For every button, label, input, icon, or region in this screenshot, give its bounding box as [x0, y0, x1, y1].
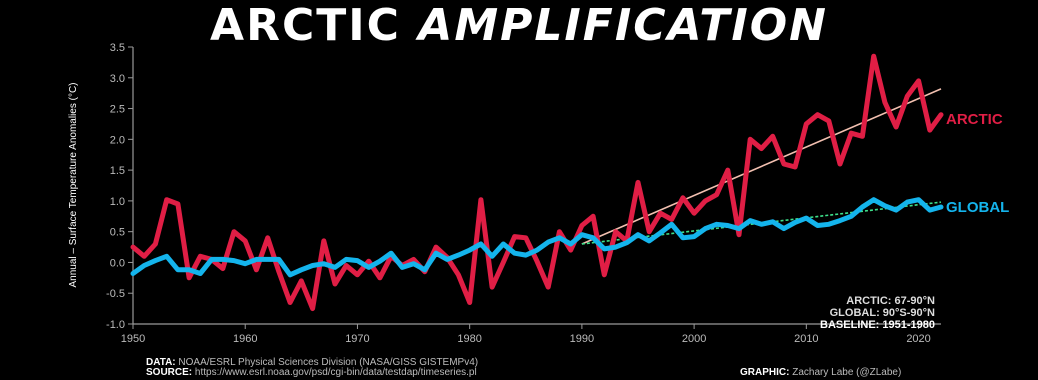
chart-title: ARCTIC AMPLIFICATION	[0, 2, 1038, 50]
series-lines	[130, 53, 944, 312]
y-tick-label: 0.5	[110, 227, 125, 239]
x-tick-label: 1960	[233, 333, 257, 345]
note-baseline: BASELINE: 1951-1980	[820, 319, 935, 331]
x-tick-label: 1970	[345, 333, 369, 345]
x-tick-label: 1950	[121, 333, 145, 345]
footer-graphic-text: Zachary Labe (@ZLabe)	[792, 367, 902, 378]
title-part-arctic: ARCTIC	[210, 0, 401, 51]
x-tick-label: 2000	[682, 333, 706, 345]
footer-source: SOURCE: https://www.esrl.noaa.gov/psd/cg…	[146, 367, 477, 378]
x-tick-label: 1990	[570, 333, 594, 345]
x-tick-label: 1980	[457, 333, 481, 345]
series-label-global: GLOBAL	[946, 199, 1009, 216]
y-tick-label: 2.0	[110, 134, 125, 146]
note-global: GLOBAL: 90°S-90°N	[830, 307, 935, 319]
x-tick-label: 2010	[794, 333, 818, 345]
y-tick-label: 1.0	[110, 196, 125, 208]
y-tick-label: 1.5	[110, 165, 125, 177]
note-arctic: ARCTIC: 67-90°N	[846, 295, 935, 307]
footer-graphic-label: GRAPHIC:	[740, 367, 790, 378]
footer-data: DATA: NOAA/ESRL Physical Sciences Divisi…	[146, 357, 478, 368]
y-tick-label: 3.0	[110, 73, 125, 85]
y-tick-label: 2.5	[110, 104, 125, 116]
footer-source-label: SOURCE:	[146, 367, 193, 378]
series-line-arctic	[130, 53, 944, 312]
trend-line-arctic	[581, 88, 942, 245]
title-part-amplification: AMPLIFICATION	[418, 0, 828, 51]
footer-source-text: https://www.esrl.noaa.gov/psd/cgi-bin/da…	[194, 367, 477, 378]
y-tick-label: 0.0	[110, 257, 125, 269]
footer-graphic: GRAPHIC: Zachary Labe (@ZLabe)	[740, 367, 901, 378]
axes: -1.0 -0.5 0.0 0.5 1.0 1.5 2.0 2.5 3.0 3.5 1950 1960…	[106, 42, 941, 345]
series-line-global	[130, 197, 944, 278]
x-tick-label: 2020	[906, 333, 930, 345]
series-labels: ARCTIC GLOBAL	[946, 111, 1009, 216]
y-axis-label: Annual – Surface Temperature Anomalies (…	[68, 82, 79, 287]
series-label-arctic: ARCTIC	[946, 111, 1003, 128]
footer-data-label: DATA:	[146, 357, 176, 368]
footer-data-text: NOAA/ESRL Physical Sciences Division (NA…	[178, 357, 479, 368]
y-tick-label: -1.0	[106, 319, 125, 331]
y-tick-label: 3.5	[110, 42, 125, 54]
y-tick-label: -0.5	[106, 288, 125, 300]
